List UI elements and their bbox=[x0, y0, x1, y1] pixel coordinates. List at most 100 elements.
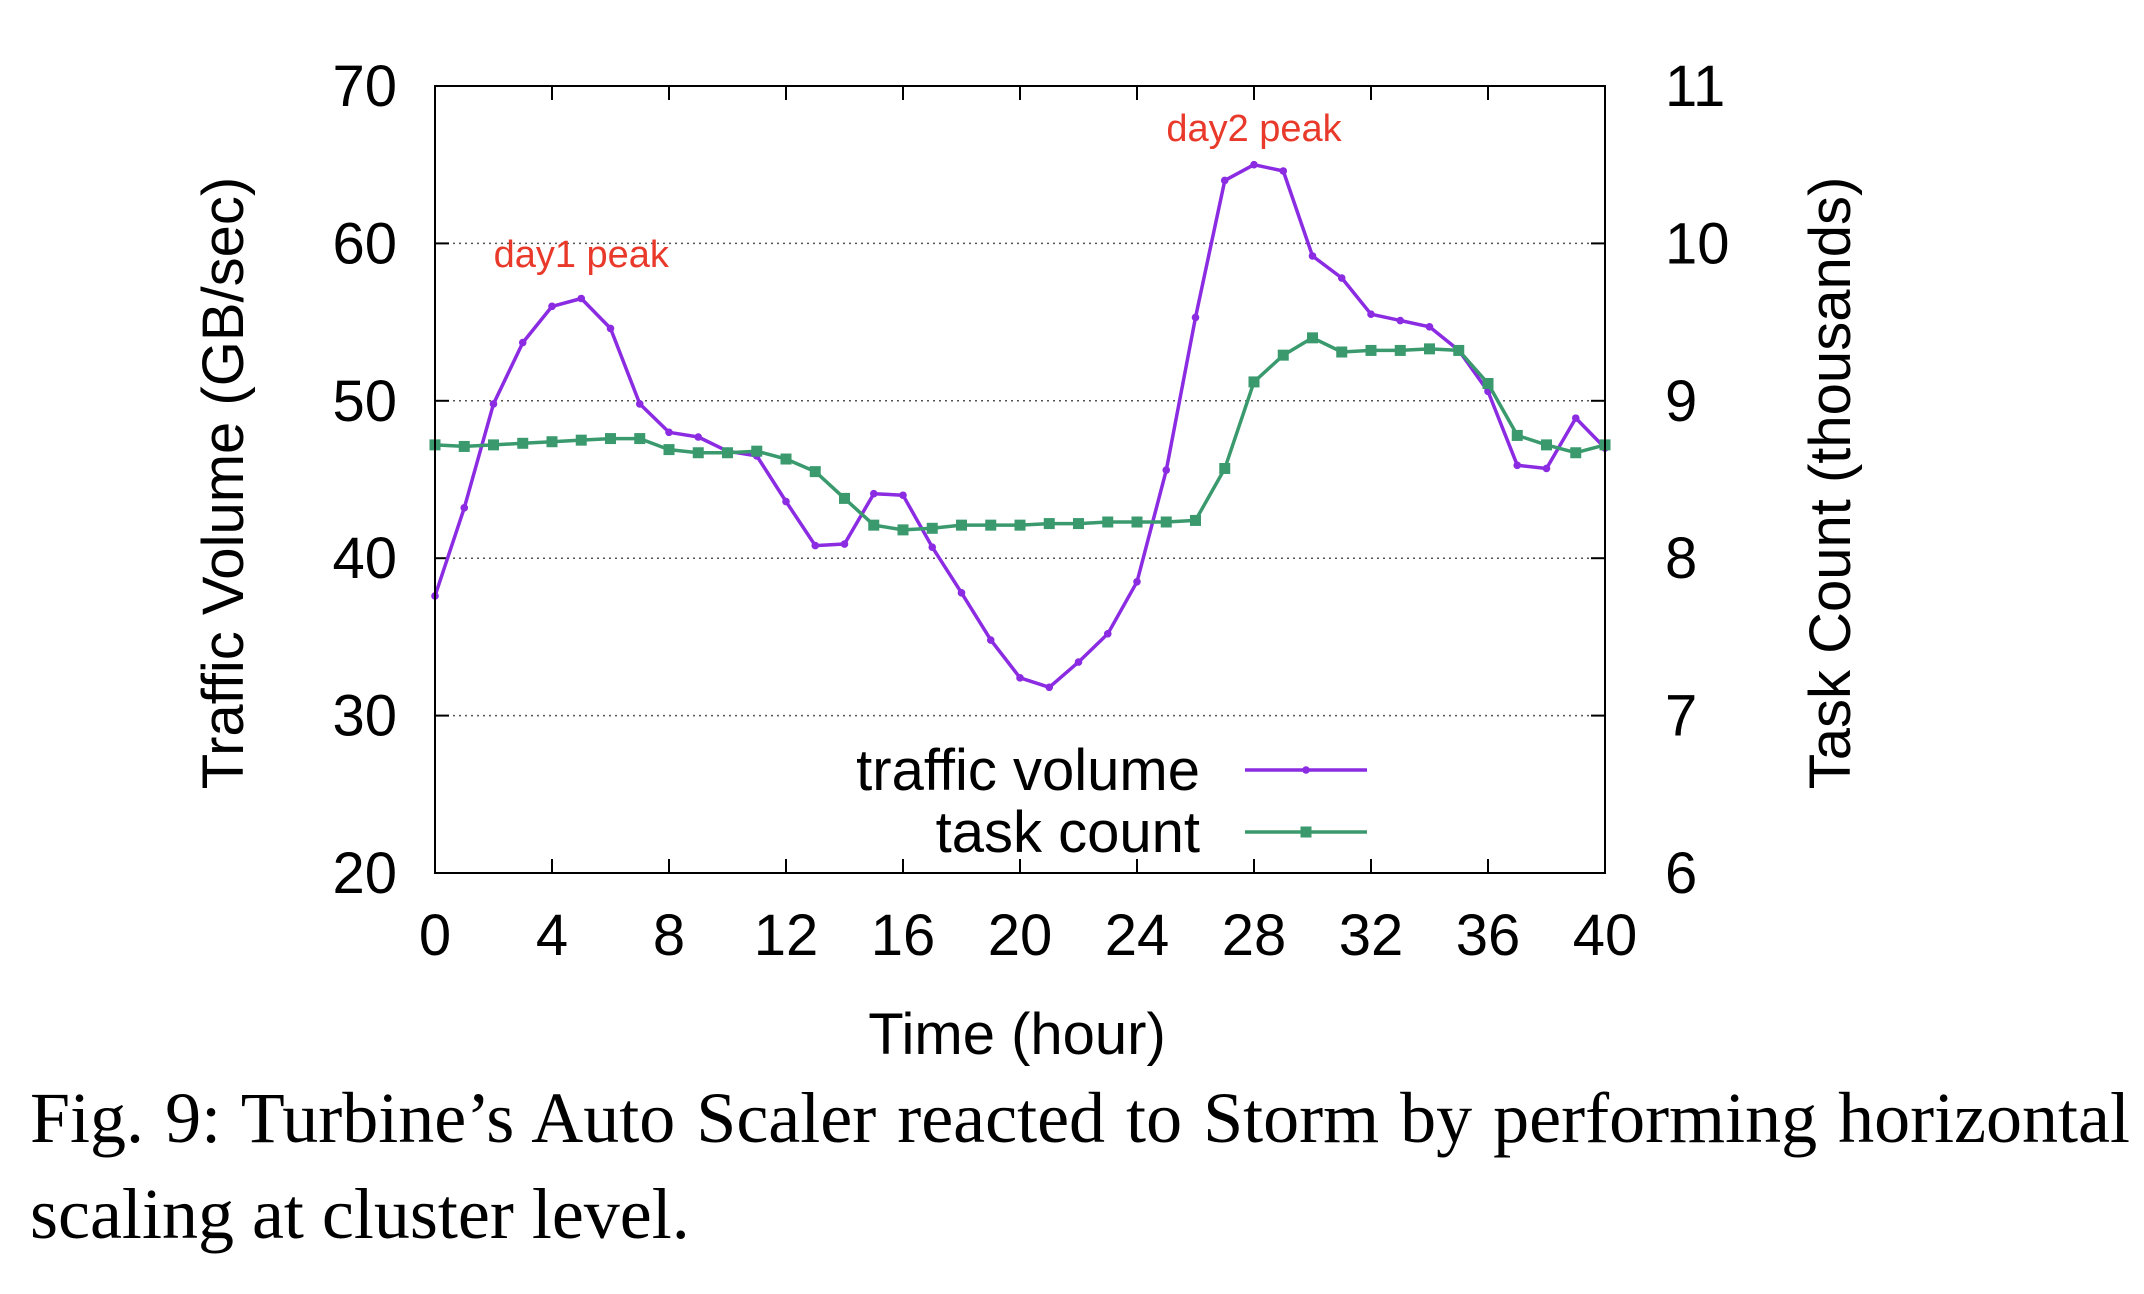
y2-tick-label: 9 bbox=[1665, 369, 1697, 434]
data-point bbox=[1424, 343, 1435, 355]
legend-marker bbox=[1302, 766, 1310, 774]
x-tick-label: 20 bbox=[988, 903, 1053, 968]
annotation-label: day2 peak bbox=[1166, 108, 1342, 150]
x-tick-label: 28 bbox=[1222, 903, 1287, 968]
legend-item: traffic volume bbox=[856, 738, 1367, 803]
data-point bbox=[1511, 429, 1523, 441]
data-point bbox=[575, 434, 587, 446]
data-point bbox=[635, 400, 644, 408]
data-point bbox=[1513, 461, 1522, 470]
data-point bbox=[1279, 167, 1288, 175]
data-point bbox=[460, 504, 469, 512]
data-point bbox=[956, 519, 967, 531]
x-tick-label: 0 bbox=[419, 903, 451, 968]
data-series bbox=[429, 160, 1611, 692]
series-task-count bbox=[429, 332, 1611, 536]
data-point bbox=[692, 447, 704, 459]
y-tick-label: 70 bbox=[332, 54, 397, 119]
data-point bbox=[1160, 516, 1172, 528]
data-point bbox=[488, 439, 499, 451]
y2-tick-label: 8 bbox=[1665, 526, 1697, 591]
figure-caption: Fig. 9: Turbine’s Auto Scaler reacted to… bbox=[30, 1078, 2130, 1254]
legend-label: task count bbox=[936, 800, 1200, 865]
data-point bbox=[1043, 518, 1055, 530]
data-point bbox=[1190, 514, 1201, 526]
legend-marker bbox=[1300, 826, 1312, 838]
data-point bbox=[868, 519, 880, 531]
data-point bbox=[1542, 464, 1551, 473]
x-tick-label: 36 bbox=[1456, 903, 1521, 968]
data-point bbox=[1482, 377, 1494, 389]
x-axis-title: Time (hour) bbox=[868, 1002, 1166, 1067]
data-point bbox=[1365, 344, 1377, 356]
y-tick-label: 40 bbox=[332, 526, 397, 591]
data-point bbox=[1367, 310, 1375, 319]
data-point bbox=[985, 519, 997, 531]
data-point bbox=[1453, 344, 1465, 356]
data-point bbox=[634, 433, 646, 445]
data-point bbox=[840, 540, 849, 548]
plot-frame bbox=[434, 85, 1606, 874]
data-point bbox=[1307, 332, 1318, 344]
x-tick-label: 32 bbox=[1339, 903, 1404, 968]
x-tick-label: 24 bbox=[1105, 903, 1170, 968]
annotation-label: day1 peak bbox=[494, 234, 670, 276]
data-point bbox=[1396, 316, 1405, 325]
y2-tick-label: 6 bbox=[1665, 841, 1697, 906]
data-point bbox=[1425, 323, 1434, 331]
data-point bbox=[1570, 447, 1582, 459]
data-point bbox=[665, 428, 673, 437]
data-point bbox=[1162, 466, 1171, 474]
data-point bbox=[1220, 176, 1229, 185]
data-point bbox=[1073, 518, 1084, 530]
data-point bbox=[1014, 519, 1026, 531]
data-point bbox=[548, 302, 556, 311]
data-point bbox=[663, 444, 675, 456]
data-point bbox=[809, 466, 821, 478]
data-point bbox=[811, 541, 820, 550]
y2-tick-label: 10 bbox=[1665, 211, 1730, 276]
annotations: day1 peak day2 peak bbox=[494, 108, 1343, 276]
y-axis-title: Traffic Volume (GB/sec) bbox=[191, 177, 256, 789]
x-tick-label: 40 bbox=[1573, 903, 1638, 968]
x-tick-label: 16 bbox=[871, 903, 936, 968]
data-point bbox=[605, 433, 616, 445]
data-point bbox=[1102, 516, 1114, 528]
data-point bbox=[1219, 462, 1231, 474]
legend-item: task count bbox=[936, 800, 1367, 865]
data-point bbox=[1541, 439, 1552, 451]
tick-labels: 20 30 40 50 60 70 6 7 8 9 10 11 0 4 8 12 16 20 24 28 32 36 40 bbox=[332, 54, 1729, 968]
data-point bbox=[957, 589, 966, 597]
data-point bbox=[1571, 414, 1580, 422]
data-point bbox=[694, 433, 703, 441]
data-point bbox=[780, 453, 792, 465]
data-point bbox=[986, 636, 995, 644]
y2-axis-title: Task Count (thousands) bbox=[1798, 177, 1863, 790]
data-point bbox=[1133, 578, 1141, 586]
data-point bbox=[839, 492, 850, 504]
data-point bbox=[751, 445, 763, 457]
data-point bbox=[782, 497, 790, 506]
data-point bbox=[517, 437, 529, 449]
data-point bbox=[1103, 629, 1112, 638]
data-point bbox=[606, 324, 615, 333]
y-tick-label: 20 bbox=[332, 841, 397, 906]
data-point bbox=[1394, 344, 1406, 356]
data-point bbox=[1131, 516, 1143, 528]
data-point bbox=[518, 338, 527, 347]
grid-lines bbox=[435, 242, 1605, 717]
data-point bbox=[489, 400, 498, 408]
y-tick-label: 60 bbox=[332, 211, 397, 276]
data-point bbox=[1016, 674, 1024, 682]
data-point bbox=[897, 524, 909, 536]
x-tick-label: 8 bbox=[653, 903, 685, 968]
data-point bbox=[1074, 658, 1083, 666]
data-point bbox=[1308, 252, 1317, 260]
data-point bbox=[1250, 160, 1258, 169]
data-point bbox=[869, 489, 878, 498]
y2-tick-label: 11 bbox=[1665, 54, 1725, 119]
data-point bbox=[577, 294, 586, 303]
data-point bbox=[1248, 376, 1260, 388]
